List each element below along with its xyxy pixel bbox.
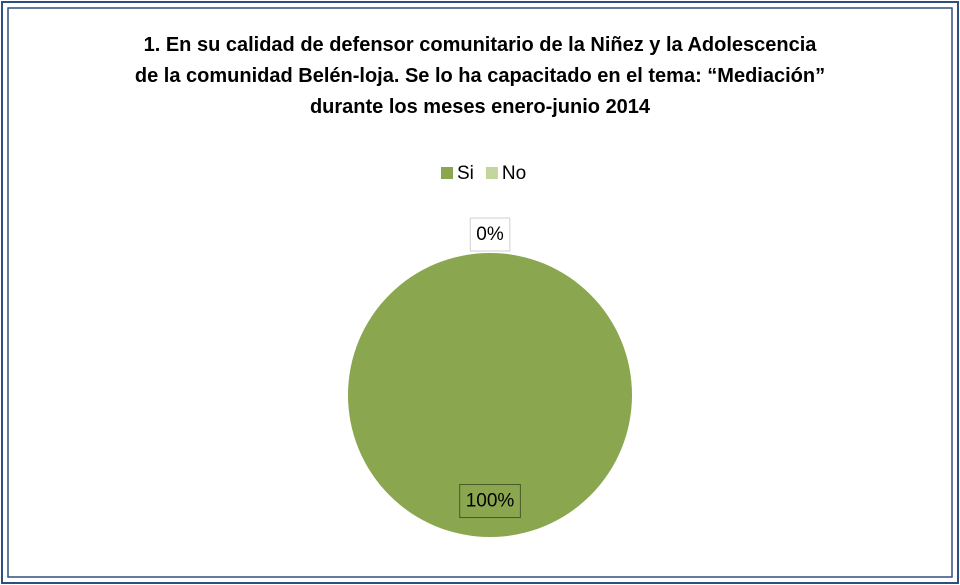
chart-title: 1. En su calidad de defensor comunitario… [134, 34, 826, 118]
legend-swatch [441, 167, 453, 179]
legend-label: Si [457, 163, 474, 184]
inner-border [7, 7, 953, 578]
legend-label: No [502, 163, 526, 184]
data-label-box [459, 484, 521, 519]
legend-swatch [485, 167, 498, 179]
data-label-box [469, 217, 511, 252]
pie-slice [348, 253, 632, 537]
data-label: 0% [476, 224, 504, 245]
data-label: 100% [466, 491, 515, 512]
